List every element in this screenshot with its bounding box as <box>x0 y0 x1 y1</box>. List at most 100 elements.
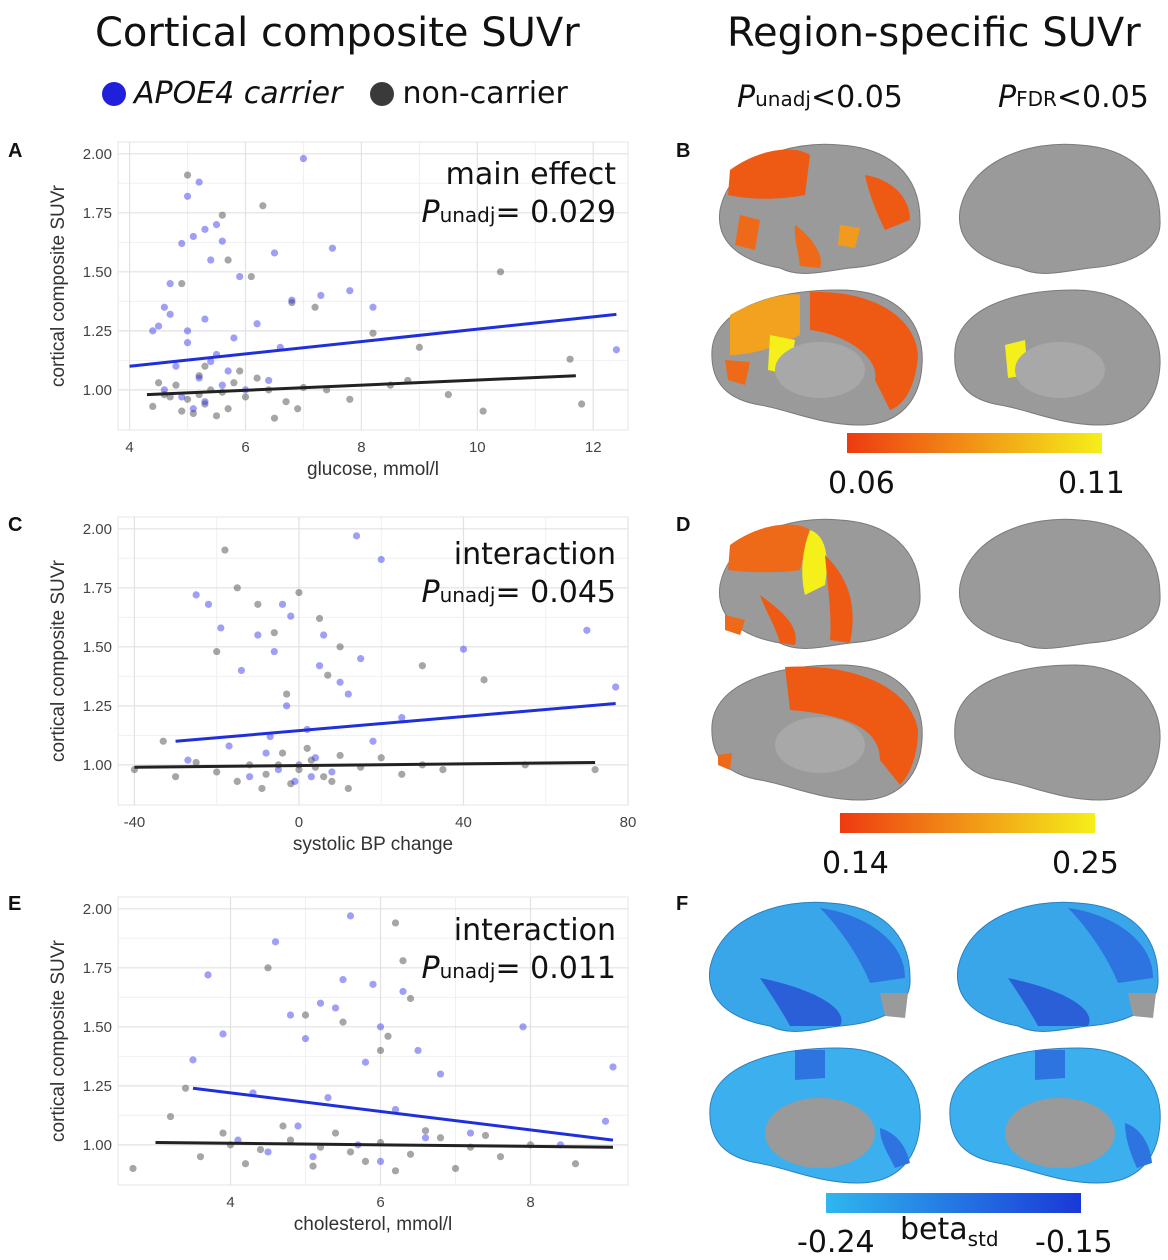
noncarrier-point <box>256 1145 265 1154</box>
carrier-point <box>178 393 186 401</box>
x-tick-label: 80 <box>620 814 637 831</box>
carrier-point <box>361 1058 370 1066</box>
noncarrier-point <box>307 756 315 764</box>
y-axis-label: cortical composite SUVr <box>48 559 69 762</box>
carrier-point <box>271 938 280 946</box>
carrier-point <box>246 773 254 781</box>
noncarrier-point <box>233 777 241 785</box>
noncarrier-point <box>166 393 174 401</box>
noncarrier-point <box>377 754 385 762</box>
carrier-point <box>265 376 273 385</box>
colorbar-d-min: 0.14 <box>822 846 889 881</box>
x-axis-label: systolic BP change <box>293 834 453 855</box>
carrier-point <box>315 662 324 670</box>
noncarrier-point <box>294 405 302 413</box>
carrier-point <box>201 225 209 233</box>
noncarrier-point <box>415 343 423 351</box>
carrier-point <box>183 327 192 335</box>
noncarrier-point <box>571 1160 580 1168</box>
y-tick-label: 1.50 <box>83 1019 112 1036</box>
noncarrier-point <box>201 362 209 370</box>
carrier-point <box>278 600 287 608</box>
noncarrier-point <box>344 784 352 793</box>
noncarrier-point <box>421 1127 430 1135</box>
brain-lateral-left-b <box>718 143 921 274</box>
y-tick-label: 1.00 <box>83 757 112 774</box>
y-axis-label: cortical composite SUVr <box>48 184 69 387</box>
noncarrier-point <box>311 303 319 311</box>
noncarrier-point <box>270 414 279 422</box>
plot-area <box>117 141 629 431</box>
noncarrier-point <box>286 1136 295 1144</box>
noncarrier-point <box>346 395 354 403</box>
noncarrier-point <box>480 676 488 684</box>
annotation-c: interaction Punadj= 0.045 <box>421 537 616 610</box>
carrier-point <box>212 221 221 229</box>
noncarrier-point <box>213 647 221 656</box>
noncarrier-point <box>195 372 203 380</box>
carrier-point <box>601 1117 610 1125</box>
carrier-point <box>287 612 295 620</box>
x-tick-label: 4 <box>226 1194 234 1211</box>
carrier-point <box>320 631 328 639</box>
noncarrier-point <box>406 994 415 1003</box>
noncarrier-point <box>439 765 447 774</box>
noncarrier-point <box>384 1032 392 1040</box>
carrier-point <box>178 239 186 248</box>
plot-area <box>117 516 629 806</box>
noncarrier-point <box>241 1160 250 1168</box>
carrier-point <box>264 1148 272 1156</box>
carrier-point <box>339 976 347 984</box>
noncarrier-point <box>418 662 426 670</box>
noncarrier-point <box>201 400 209 408</box>
carrier-point <box>421 1134 430 1142</box>
noncarrier-point <box>578 400 586 408</box>
brain-lateral-left-f <box>708 901 911 1032</box>
noncarrier-point <box>171 773 180 781</box>
carrier-point <box>270 647 278 656</box>
carrier-point <box>377 555 385 564</box>
noncarrier-point <box>213 768 221 776</box>
carrier-point <box>283 702 291 710</box>
noncarrier-point <box>331 1129 340 1137</box>
legend: APOE4 carrier non-carrier <box>102 76 568 111</box>
panel-letter-c: C <box>8 514 23 536</box>
noncarrier-point <box>479 407 487 415</box>
carrier-point <box>217 624 225 632</box>
y-tick-label: 2.00 <box>83 901 112 918</box>
carrier-point <box>519 1023 527 1031</box>
scatter-chart-systolic-bp: -40 0 40 80 1.00 1.25 1.50 1.75 2.00 systolic BP … <box>48 516 637 855</box>
y-tick-label: 1.50 <box>83 639 112 656</box>
noncarrier-point <box>172 381 180 389</box>
panel-letter-f: F <box>676 893 689 915</box>
colorbar-f-max: -0.15 <box>1035 1225 1113 1260</box>
carrier-point <box>609 1063 617 1071</box>
noncarrier-point <box>295 765 303 774</box>
noncarrier-legend-label: non-carrier <box>402 76 568 111</box>
noncarrier-fit-line <box>134 761 596 769</box>
carrier-point <box>414 1046 422 1055</box>
noncarrier-point <box>376 1046 385 1055</box>
carrier-point <box>184 756 192 764</box>
noncarrier-point <box>154 379 163 387</box>
x-axis-label: glucose, mmol/l <box>307 459 439 480</box>
carrier-point <box>294 1122 302 1130</box>
carrier-point <box>201 398 209 406</box>
noncarrier-point <box>295 588 303 597</box>
brain-medial-left-f <box>709 1047 921 1184</box>
noncarrier-point <box>224 405 232 413</box>
brain-panel-d <box>711 518 1161 801</box>
noncarrier-point <box>328 777 336 785</box>
carrier-point <box>183 339 192 347</box>
panel-letter-a: A <box>8 140 23 162</box>
carrier-point <box>253 320 261 328</box>
brain-medial-right-f <box>949 1047 1161 1184</box>
carrier-point <box>317 291 325 300</box>
brain-medial-right-d <box>954 664 1161 801</box>
brain-lateral-right-b <box>958 143 1161 274</box>
carrier-point <box>201 315 209 323</box>
carrier-point <box>236 272 244 281</box>
noncarrier-point <box>178 280 186 288</box>
carrier-point <box>219 1030 227 1038</box>
noncarrier-point <box>233 584 241 592</box>
